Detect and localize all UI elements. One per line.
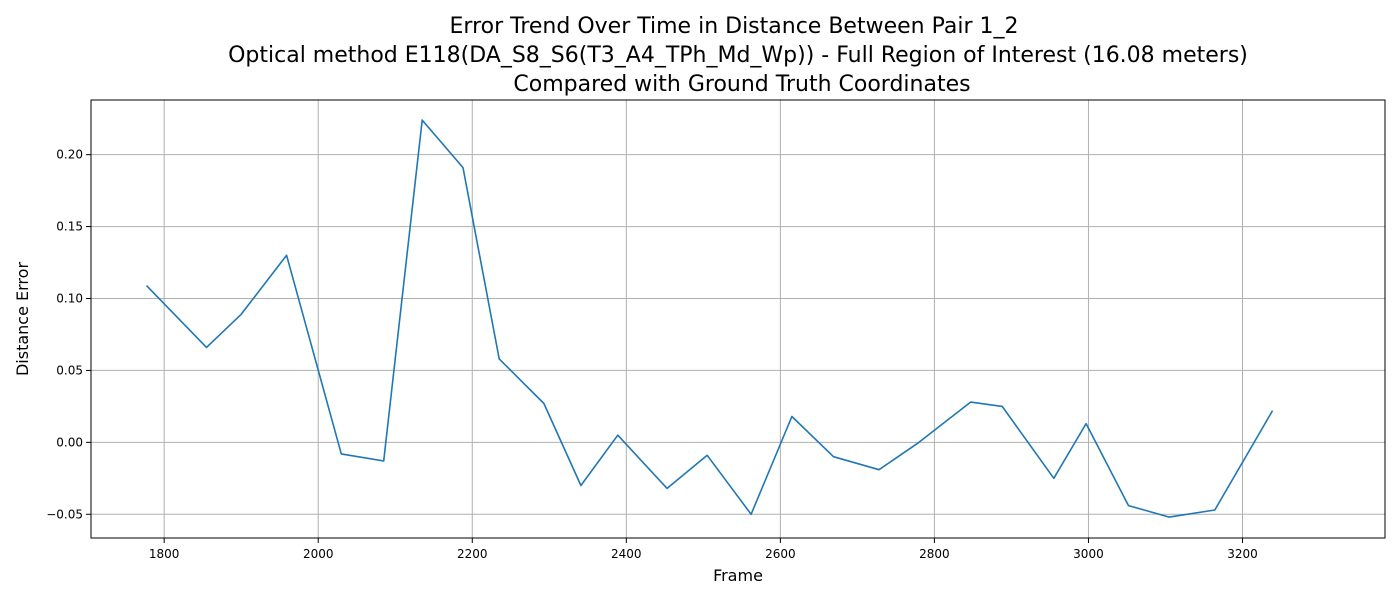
- y-tick-label: 0.05: [56, 363, 83, 377]
- chart-title-line-2: Optical method E118(DA_S8_S6(T3_A4_TPh_M…: [228, 43, 1248, 68]
- y-tick-label: 0.00: [56, 435, 83, 449]
- chart-title-line-1: Error Trend Over Time in Distance Betwee…: [450, 14, 1019, 39]
- x-axis-label: Frame: [713, 566, 763, 585]
- x-tick-label: 2800: [919, 547, 950, 561]
- x-tick-label: 2600: [765, 547, 796, 561]
- x-tick-label: 2000: [303, 547, 334, 561]
- series-line: [145, 119, 1274, 518]
- x-tick-label: 2200: [457, 547, 488, 561]
- plot-frame: [90, 99, 1386, 539]
- x-tick-label: 1800: [149, 547, 180, 561]
- y-tick-label: 0.10: [56, 292, 83, 306]
- chart-title-line-3: Compared with Ground Truth Coordinates: [513, 72, 970, 97]
- x-tick-label: 2400: [611, 547, 642, 561]
- series-layer: [145, 119, 1274, 518]
- y-axis-label: Distance Error: [13, 262, 32, 376]
- grid-lines: [91, 100, 1385, 538]
- x-tick-label: 3200: [1227, 547, 1258, 561]
- axis-ticks: 1800 2000 2200 2400 2600 2800 3000 3200 −0.05 0.0…: [46, 148, 1258, 561]
- x-tick-label: 3000: [1073, 547, 1104, 561]
- y-tick-label: 0.15: [56, 220, 83, 234]
- y-tick-label: 0.20: [56, 148, 83, 162]
- y-tick-label: −0.05: [46, 507, 83, 521]
